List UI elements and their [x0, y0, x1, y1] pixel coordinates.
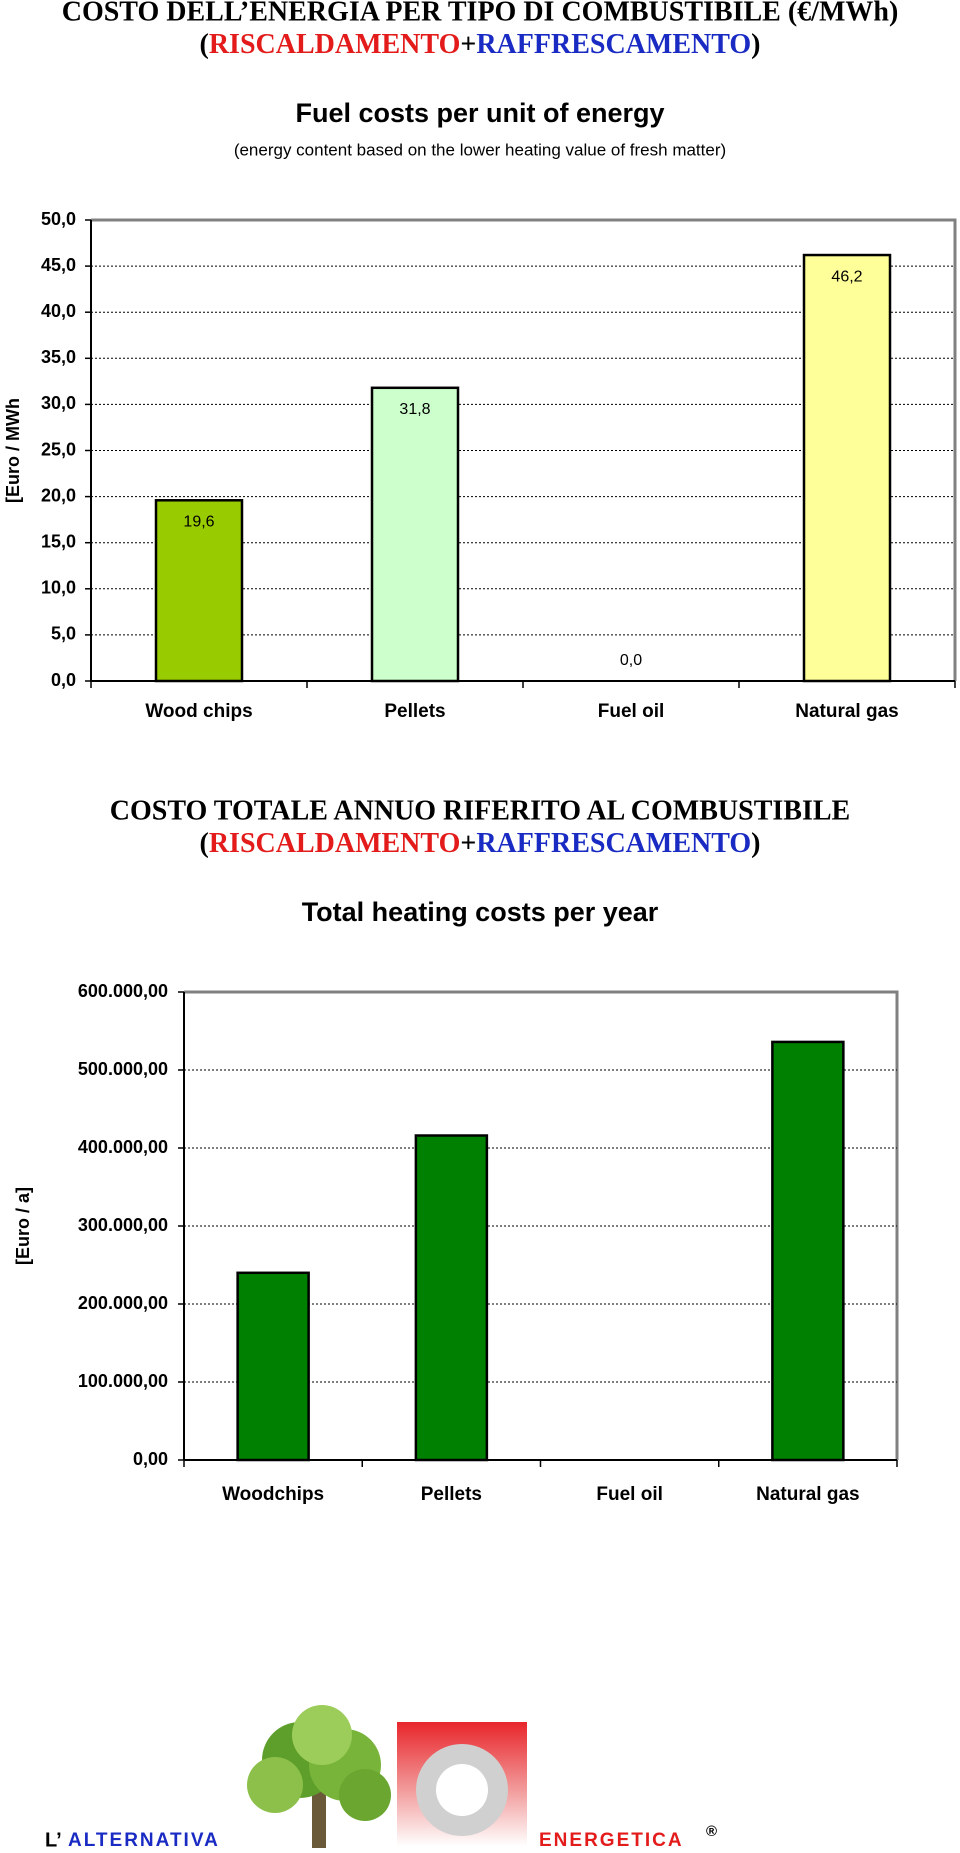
y-tick-label: 0,0: [51, 670, 76, 690]
x-tick-label: Wood chips: [145, 701, 252, 722]
heading-part: ): [751, 828, 760, 859]
y-tick-label: 400.000,00: [78, 1137, 168, 1157]
logo-right: ENERGETICA: [539, 1830, 684, 1851]
y-tick-label: 5,0: [51, 624, 76, 644]
y-tick-label: 0,00: [133, 1449, 168, 1469]
y-tick-label: 15,0: [41, 531, 76, 551]
y-tick-label: 600.000,00: [78, 981, 168, 1001]
x-tick-label: Pellets: [384, 701, 445, 722]
value-label: 46,2: [831, 268, 862, 285]
y-axis-label: [Euro / a]: [13, 1187, 33, 1265]
value-label: 31,8: [399, 401, 430, 418]
y-tick-label: 40,0: [41, 301, 76, 321]
y-tick-label: 35,0: [41, 347, 76, 367]
bar: [154, 499, 244, 683]
logo-prefix: L’: [45, 1829, 62, 1851]
heading-part: RAFFRESCAMENTO: [476, 29, 751, 60]
y-tick-label: 25,0: [41, 439, 76, 459]
y-tick-label: 20,0: [41, 485, 76, 505]
x-tick-label: Woodchips: [222, 1484, 324, 1505]
heading-line: (RISCALDAMENTO+RAFFRESCAMENTO): [200, 29, 761, 60]
logo-mark: ®: [706, 1823, 717, 1840]
sun-icon: [397, 1722, 527, 1846]
value-label: 19,6: [183, 514, 214, 531]
x-tick-label: Fuel oil: [596, 1484, 663, 1505]
heading-part: RISCALDAMENTO: [209, 29, 461, 60]
y-tick-label: 45,0: [41, 255, 76, 275]
heading-line: COSTO TOTALE ANNUO RIFERITO AL COMBUSTIB…: [110, 795, 850, 826]
bar: [802, 253, 892, 683]
y-tick-label: 50,0: [41, 209, 76, 229]
plot-frame: [91, 218, 957, 681]
heading-part: +: [460, 828, 476, 859]
heading-part: (: [200, 29, 209, 60]
y-tick-label: 300.000,00: [78, 1215, 168, 1235]
y-tick-label: 30,0: [41, 393, 76, 413]
chart-subtitle: (energy content based on the lower heati…: [234, 140, 726, 159]
y-axis-label: [Euro / MWh: [3, 398, 23, 503]
x-tick-label: Natural gas: [795, 701, 898, 722]
heading-part: RISCALDAMENTO: [209, 828, 461, 859]
x-tick-label: Fuel oil: [598, 701, 665, 722]
logo-left: ALTERNATIVA: [68, 1830, 220, 1851]
bar: [236, 1271, 310, 1462]
bar: [370, 386, 460, 683]
heading-part: RAFFRESCAMENTO: [476, 828, 751, 859]
heading-line: (RISCALDAMENTO+RAFFRESCAMENTO): [200, 828, 761, 859]
bar: [771, 1040, 845, 1462]
heading-line: COSTO DELL’ENERGIA PER TIPO DI COMBUSTIB…: [62, 0, 899, 27]
value-label: 0,0: [620, 652, 642, 669]
heading-part: +: [460, 29, 476, 60]
y-tick-label: 100.000,00: [78, 1371, 168, 1391]
y-tick-label: 10,0: [41, 578, 76, 598]
bar: [414, 1134, 489, 1462]
y-tick-label: 500.000,00: [78, 1059, 168, 1079]
tree-icon: [247, 1705, 391, 1848]
x-tick-label: Pellets: [421, 1484, 482, 1505]
chart-title: Total heating costs per year: [302, 897, 659, 927]
x-tick-label: Natural gas: [756, 1484, 859, 1505]
y-tick-label: 200.000,00: [78, 1293, 168, 1313]
heading-part: (: [200, 828, 209, 859]
heading-part: ): [751, 29, 760, 60]
chart-title: Fuel costs per unit of energy: [295, 98, 664, 128]
logo-graphics: [247, 1705, 527, 1848]
